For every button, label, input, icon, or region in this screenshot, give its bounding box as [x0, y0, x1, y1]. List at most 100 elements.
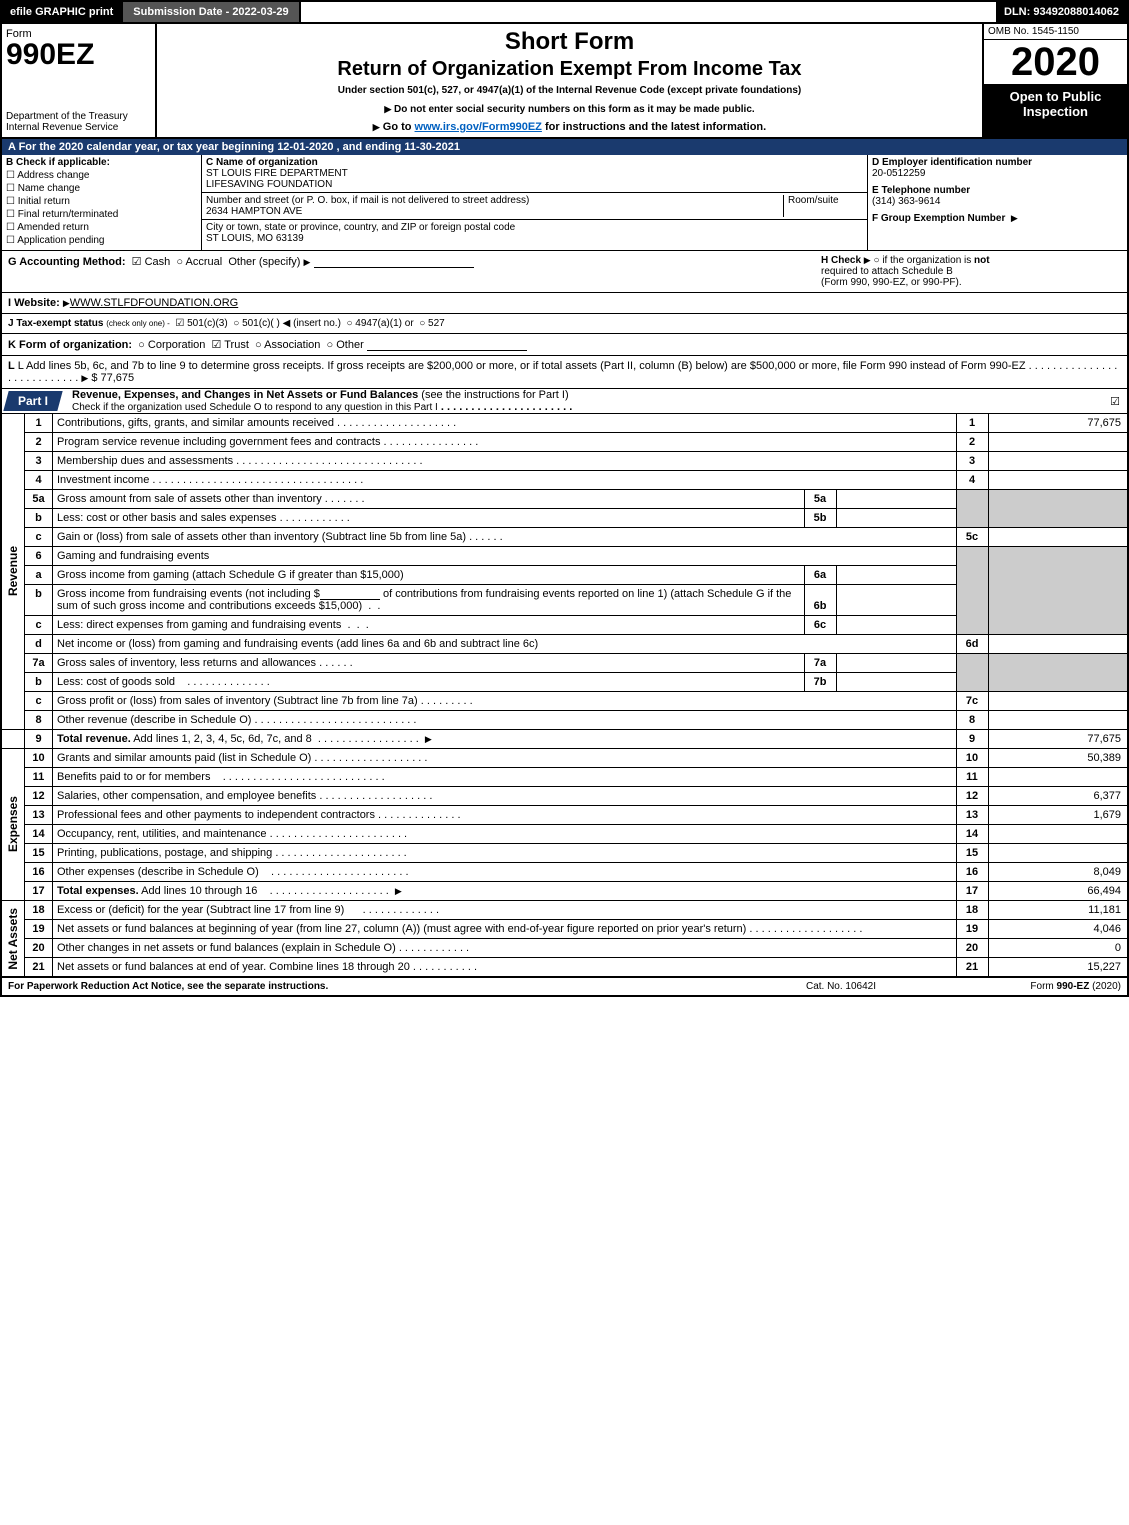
line-num: 8: [25, 711, 53, 730]
line-amt: [988, 433, 1128, 452]
form-number: 990EZ: [6, 38, 94, 71]
line-19: 19 Net assets or fund balances at beginn…: [1, 920, 1128, 939]
efile-label: efile GRAPHIC print: [2, 2, 121, 22]
line-amt: 77,675: [988, 730, 1128, 749]
checkbox-icon: [6, 196, 15, 207]
other-specify-input[interactable]: [314, 256, 474, 268]
footer-center: Cat. No. 10642I: [741, 981, 941, 992]
line-8: 8 Other revenue (describe in Schedule O)…: [1, 711, 1128, 730]
h-text3: (Form 990, 990-EZ, or 990-PF).: [821, 277, 962, 288]
grey-cell: [956, 654, 988, 692]
line-amt: [988, 825, 1128, 844]
section-d: D Employer identification number 20-0512…: [867, 155, 1127, 250]
line-col: 7c: [956, 692, 988, 711]
expenses-label: Expenses: [1, 749, 25, 901]
line-amt: 11,181: [988, 901, 1128, 920]
part1-title: Revenue, Expenses, and Changes in Net As…: [60, 389, 1103, 413]
line-col: 1: [956, 414, 988, 433]
chk-initial-return[interactable]: Initial return: [6, 196, 197, 207]
part1-header: Part I Revenue, Expenses, and Changes in…: [0, 389, 1129, 414]
arrow-icon: [1011, 213, 1018, 224]
line-3: 3 Membership dues and assessments . . . …: [1, 452, 1128, 471]
omb-number: OMB No. 1545-1150: [984, 24, 1127, 40]
h-text1: if the organization is: [882, 255, 974, 266]
j-opt4: 527: [428, 318, 445, 329]
line-num: 4: [25, 471, 53, 490]
line-21: 21 Net assets or fund balances at end of…: [1, 958, 1128, 977]
line-desc: Benefits paid to or for members . . . . …: [53, 768, 957, 787]
line-col: 8: [956, 711, 988, 730]
line-desc: Gaming and fundraising events: [53, 547, 957, 566]
line-6: 6 Gaming and fundraising events: [1, 547, 1128, 566]
radio-icon: [176, 256, 183, 268]
j-opt1: 501(c)(3): [187, 318, 228, 329]
line-desc: Gain or (loss) from sale of assets other…: [53, 528, 957, 547]
sub-num: 6a: [804, 566, 836, 585]
line-amt: [988, 711, 1128, 730]
dept-label: Department of the Treasury: [6, 111, 128, 122]
line-17: 17 Total expenses. Add lines 10 through …: [1, 882, 1128, 901]
g-label: G Accounting Method:: [8, 256, 126, 268]
line-desc: Professional fees and other payments to …: [53, 806, 957, 825]
ein-label: D Employer identification number: [872, 157, 1123, 168]
h-prefix: H Check: [821, 255, 861, 266]
row-g-h: G Accounting Method: Cash Accrual Other …: [0, 251, 1129, 293]
website-link[interactable]: WWW.STLFDFOUNDATION.ORG: [70, 297, 238, 309]
chk-pending[interactable]: Application pending: [6, 235, 197, 246]
line-col: 15: [956, 844, 988, 863]
line-col: 13: [956, 806, 988, 825]
k-assoc: Association: [264, 339, 320, 351]
chk-final-return[interactable]: Final return/terminated: [6, 209, 197, 220]
radio-icon: [233, 318, 239, 329]
chk-label: Final return/terminated: [18, 209, 119, 220]
checkbox-checked-icon: [1110, 396, 1120, 408]
line-amt: 4,046: [988, 920, 1128, 939]
netassets-label: Net Assets: [1, 901, 25, 977]
line-amt: 0: [988, 939, 1128, 958]
form-header: Form 990EZ Department of the Treasury In…: [0, 24, 1129, 139]
chk-address-change[interactable]: Address change: [6, 170, 197, 181]
footer-left: For Paperwork Reduction Act Notice, see …: [8, 981, 741, 992]
radio-icon: [327, 339, 334, 351]
line-col: 4: [956, 471, 988, 490]
chk-label: Address change: [17, 170, 89, 181]
line-col: 18: [956, 901, 988, 920]
line-5a: 5a Gross amount from sale of assets othe…: [1, 490, 1128, 509]
line-5c: c Gain or (loss) from sale of assets oth…: [1, 528, 1128, 547]
sub-val: [836, 509, 956, 528]
part1-checkbox[interactable]: [1103, 395, 1127, 408]
arrow-icon: [384, 104, 391, 115]
line-col: 11: [956, 768, 988, 787]
line-num: c: [25, 692, 53, 711]
dln-label: DLN: 93492088014062: [996, 2, 1127, 22]
chk-amended[interactable]: Amended return: [6, 222, 197, 233]
arrow-icon: [81, 372, 88, 384]
sub-num: 5b: [804, 509, 836, 528]
contrib-input[interactable]: [320, 588, 380, 600]
line-num: 1: [25, 414, 53, 433]
line-col: 5c: [956, 528, 988, 547]
line-2: 2 Program service revenue including gove…: [1, 433, 1128, 452]
goto-prefix: Go to: [383, 121, 415, 133]
j-insert: (insert no.): [293, 318, 341, 329]
phone-value: (314) 363-9614: [872, 196, 1123, 207]
line-num: 2: [25, 433, 53, 452]
arrow-icon: [864, 255, 871, 266]
entity-block: B Check if applicable: Address change Na…: [0, 155, 1129, 251]
line-desc: Less: direct expenses from gaming and fu…: [53, 616, 805, 635]
line-num: 7a: [25, 654, 53, 673]
line-desc: Excess or (deficit) for the year (Subtra…: [53, 901, 957, 920]
line-amt: [988, 768, 1128, 787]
chk-label: Initial return: [18, 196, 70, 207]
dept-treasury: Department of the Treasury Internal Reve…: [6, 111, 151, 133]
chk-name-change[interactable]: Name change: [6, 183, 197, 194]
irs-link[interactable]: www.irs.gov/Form990EZ: [415, 121, 542, 133]
k-other-input[interactable]: [367, 339, 527, 351]
row-j: J Tax-exempt status (check only one) - 5…: [0, 314, 1129, 334]
line-num: a: [25, 566, 53, 585]
line-desc: Gross income from gaming (attach Schedul…: [53, 566, 805, 585]
line-num: 11: [25, 768, 53, 787]
line-num: 5a: [25, 490, 53, 509]
line-num: 3: [25, 452, 53, 471]
sub-num: 7a: [804, 654, 836, 673]
